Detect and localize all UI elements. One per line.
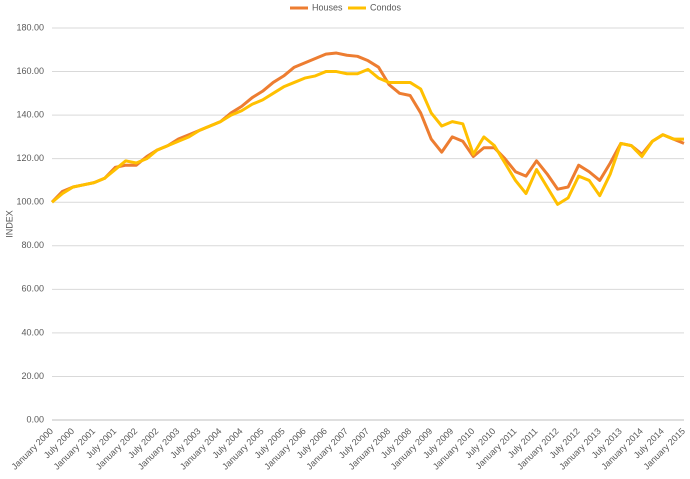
y-tick-label: 160.00 (16, 66, 44, 76)
y-tick-label: 100.00 (16, 197, 44, 207)
y-tick-label: 80.00 (21, 240, 44, 250)
y-tick-label: 0.00 (26, 414, 44, 424)
y-tick-label: 120.00 (16, 153, 44, 163)
y-axis-label: INDEX (4, 210, 14, 238)
y-tick-label: 20.00 (21, 371, 44, 381)
y-tick-label: 180.00 (16, 22, 44, 32)
legend-label: Condos (370, 2, 402, 12)
y-tick-label: 60.00 (21, 284, 44, 294)
legend-label: Houses (312, 2, 343, 12)
series-line (51, 67, 684, 206)
y-tick-label: 40.00 (21, 327, 44, 337)
y-tick-label: 140.00 (16, 109, 44, 119)
